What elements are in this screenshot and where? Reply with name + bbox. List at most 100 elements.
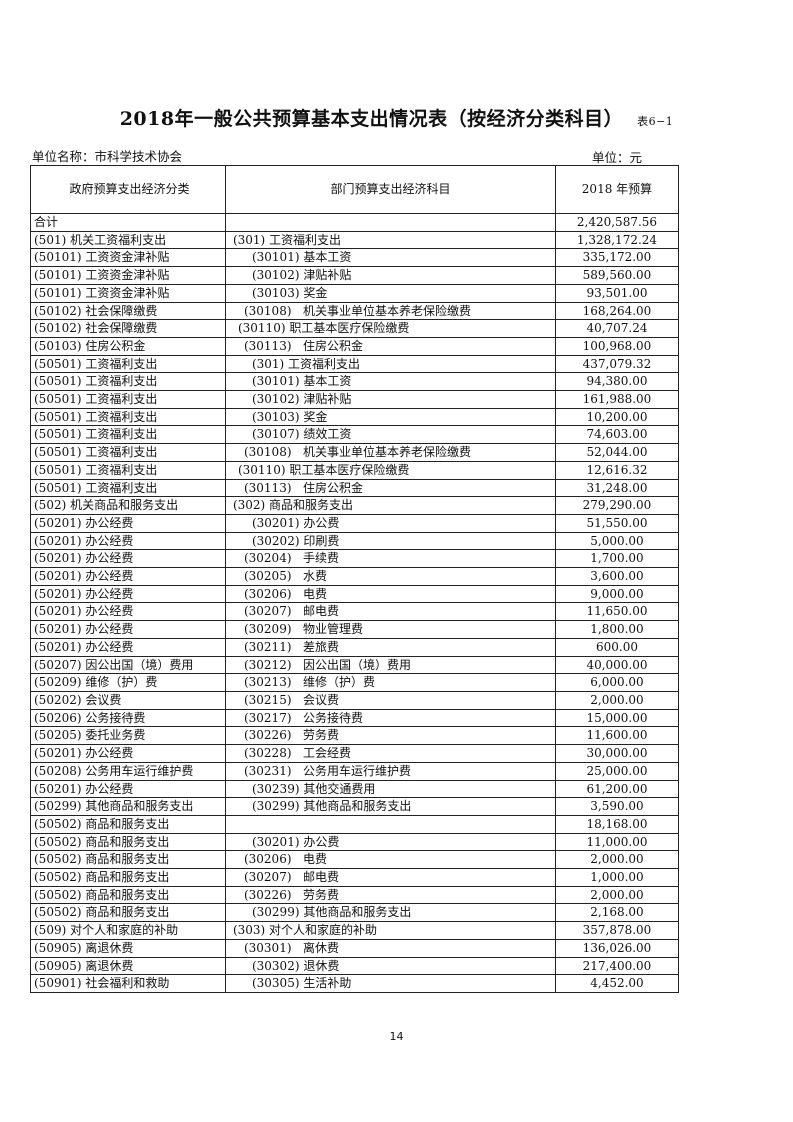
dept-item-cell: (30211) 差旅费 xyxy=(224,637,556,657)
budget-cell: 10,200.00 xyxy=(554,407,680,427)
header-row: 政府预算支出经济分类 部门预算支出经济科目 2018 年预算 xyxy=(30,165,680,214)
table-row: (50502) 商品和服务支出 18,168.00 xyxy=(30,814,680,834)
budget-cell: 12,616.32 xyxy=(554,460,680,480)
table-row: (50102) 社会保障缴费 (30110) 职工基本医疗保险缴费 40,707.2… xyxy=(30,319,680,338)
table-row: (509) 对个人和家庭的补助 (303) 对个人和家庭的补助 357,878.00 xyxy=(30,921,680,940)
gov-class-cell: (50201) 办公经费 xyxy=(30,602,226,622)
gov-class-cell: (50209) 维修（护）费 xyxy=(30,673,226,692)
budget-cell: 3,590.00 xyxy=(554,797,680,816)
dept-item-cell: (30101) 基本工资 xyxy=(224,248,556,268)
gov-class-cell: (50502) 商品和服务支出 xyxy=(30,850,226,870)
dept-item-cell: (30299) 其他商品和服务支出 xyxy=(224,797,556,816)
column-header-budget: 2018 年预算 xyxy=(554,165,680,214)
table-row: (50201) 办公经费 (30211) 差旅费 600.00 xyxy=(30,637,680,657)
budget-cell: 1,700.00 xyxy=(554,549,680,569)
dept-item-cell: (302) 商品和服务支出 xyxy=(224,496,556,515)
table-tag: 表6−1 xyxy=(637,115,674,128)
budget-cell: 1,000.00 xyxy=(554,868,680,887)
table-row: (50501) 工资福利支出 (30103) 奖金 10,200.00 xyxy=(30,407,680,427)
dept-item-cell xyxy=(224,814,556,834)
dept-item-cell: (30207) 邮电费 xyxy=(224,602,556,622)
unit-name: 单位名称：市科学技术协会 xyxy=(32,149,183,164)
dept-item-cell: (30228) 工会经费 xyxy=(224,744,556,763)
gov-class-cell: (50101) 工资资金津补贴 xyxy=(30,248,226,268)
budget-cell: 335,172.00 xyxy=(554,248,680,268)
gov-class-cell: (50101) 工资资金津补贴 xyxy=(30,266,226,285)
dept-item-cell: (30213) 维修（护）费 xyxy=(224,673,556,692)
dept-item-cell: (30113) 住房公积金 xyxy=(224,336,556,356)
dept-item-cell: (30217) 公务接待费 xyxy=(224,708,556,728)
table-row: (50206) 公务接待费 (30217) 公务接待费 15,000.00 xyxy=(30,708,680,728)
gov-class-cell: (50201) 办公经费 xyxy=(30,567,226,586)
budget-cell: 2,000.00 xyxy=(554,885,680,905)
budget-cell: 74,603.00 xyxy=(554,425,680,445)
gov-class-cell: (50501) 工资福利支出 xyxy=(30,407,226,427)
table-row: (50502) 商品和服务支出 (30206) 电费 2,000.00 xyxy=(30,850,680,870)
gov-class-cell: (50905) 离退休费 xyxy=(30,956,226,976)
gov-class-cell: (50201) 办公经费 xyxy=(30,513,226,533)
dept-item-cell: (301) 工资福利支出 xyxy=(224,230,556,250)
dept-item-cell: (30113) 住房公积金 xyxy=(224,478,556,498)
budget-cell: 51,550.00 xyxy=(554,513,680,533)
dept-item-cell: (30202) 印刷费 xyxy=(224,531,556,551)
dept-item-cell: (30110) 职工基本医疗保险缴费 xyxy=(224,319,556,338)
budget-cell: 600.00 xyxy=(554,637,680,657)
budget-cell: 11,600.00 xyxy=(554,726,680,746)
gov-class-cell: (50201) 办公经费 xyxy=(30,637,226,657)
dept-item-cell: (30207) 邮电费 xyxy=(224,868,556,887)
gov-class-cell: (50501) 工资福利支出 xyxy=(30,460,226,480)
column-header-dept-item: 部门预算支出经济科目 xyxy=(224,165,556,214)
table-row: (50201) 办公经费 (30207) 邮电费 11,650.00 xyxy=(30,602,680,622)
dept-item-cell: (30299) 其他商品和服务支出 xyxy=(224,903,556,923)
dept-item-cell: (30212) 因公出国（境）费用 xyxy=(224,655,556,675)
gov-class-cell: (50207) 因公出国（境）费用 xyxy=(30,655,226,675)
title-text: 2018年一般公共预算基本支出情况表（按经济分类科目） xyxy=(119,108,624,130)
budget-cell: 25,000.00 xyxy=(554,761,680,781)
table-row: (50502) 商品和服务支出 (30201) 办公费 11,000.00 xyxy=(30,832,680,852)
gov-class-cell: (50103) 住房公积金 xyxy=(30,336,226,356)
budget-cell: 30,000.00 xyxy=(554,744,680,763)
gov-class-cell: (50201) 办公经费 xyxy=(30,531,226,551)
dept-item-cell: (30301) 离休费 xyxy=(224,938,556,958)
dept-item-cell: (30305) 生活补助 xyxy=(224,974,556,993)
gov-class-cell: (50101) 工资资金津补贴 xyxy=(30,283,226,303)
gov-class-cell: (50501) 工资福利支出 xyxy=(30,478,226,498)
budget-table: 政府预算支出经济分类 部门预算支出经济科目 2018 年预算 合计 2,420,5… xyxy=(30,165,680,993)
budget-cell: 11,000.00 xyxy=(554,832,680,852)
table-row: (50202) 会议费 (30215) 会议费 2,000.00 xyxy=(30,690,680,710)
budget-cell: 9,000.00 xyxy=(554,584,680,604)
budget-cell: 2,420,587.56 xyxy=(554,213,680,232)
column-header-gov-class: 政府预算支出经济分类 xyxy=(30,165,226,214)
table-row: (50501) 工资福利支出 (301) 工资福利支出 437,079.32 xyxy=(30,354,680,374)
gov-class-cell: (50201) 办公经费 xyxy=(30,620,226,639)
gov-class-cell: (50502) 商品和服务支出 xyxy=(30,903,226,923)
budget-cell: 279,290.00 xyxy=(554,496,680,515)
table-row: (50201) 办公经费 (30205) 水费 3,600.00 xyxy=(30,567,680,586)
budget-cell: 5,000.00 xyxy=(554,531,680,551)
budget-cell: 94,380.00 xyxy=(554,372,680,392)
table-row: (501) 机关工资福利支出 (301) 工资福利支出 1,328,172.24 xyxy=(30,230,680,250)
budget-cell: 2,000.00 xyxy=(554,850,680,870)
budget-cell: 4,452.00 xyxy=(554,974,680,993)
gov-class-cell: (50501) 工资福利支出 xyxy=(30,372,226,392)
budget-cell: 100,968.00 xyxy=(554,336,680,356)
table-row: (50201) 办公经费 (30209) 物业管理费 1,800.00 xyxy=(30,620,680,639)
gov-class-cell: (50502) 商品和服务支出 xyxy=(30,885,226,905)
gov-class-cell: (50501) 工资福利支出 xyxy=(30,390,226,409)
table-row: (50905) 离退休费 (30301) 离休费 136,026.00 xyxy=(30,938,680,958)
dept-item-cell: (30102) 津贴补贴 xyxy=(224,390,556,409)
budget-cell: 168,264.00 xyxy=(554,301,680,321)
budget-cell: 31,248.00 xyxy=(554,478,680,498)
page-number: 14 xyxy=(389,1030,404,1043)
dept-item-cell: (30206) 电费 xyxy=(224,584,556,604)
table-row: (50201) 办公经费 (30228) 工会经费 30,000.00 xyxy=(30,744,680,763)
dept-item-cell: (30103) 奖金 xyxy=(224,283,556,303)
table-row: (50502) 商品和服务支出 (30207) 邮电费 1,000.00 xyxy=(30,868,680,887)
table-row: (50101) 工资资金津补贴 (30101) 基本工资 335,172.00 xyxy=(30,248,680,268)
budget-cell: 18,168.00 xyxy=(554,814,680,834)
dept-item-cell: (30101) 基本工资 xyxy=(224,372,556,392)
table-row: (50201) 办公经费 (30239) 其他交通费用 61,200.00 xyxy=(30,779,680,799)
dept-item-cell: (30110) 职工基本医疗保险缴费 xyxy=(224,460,556,480)
budget-cell: 437,079.32 xyxy=(554,354,680,374)
dept-item-cell: (301) 工资福利支出 xyxy=(224,354,556,374)
